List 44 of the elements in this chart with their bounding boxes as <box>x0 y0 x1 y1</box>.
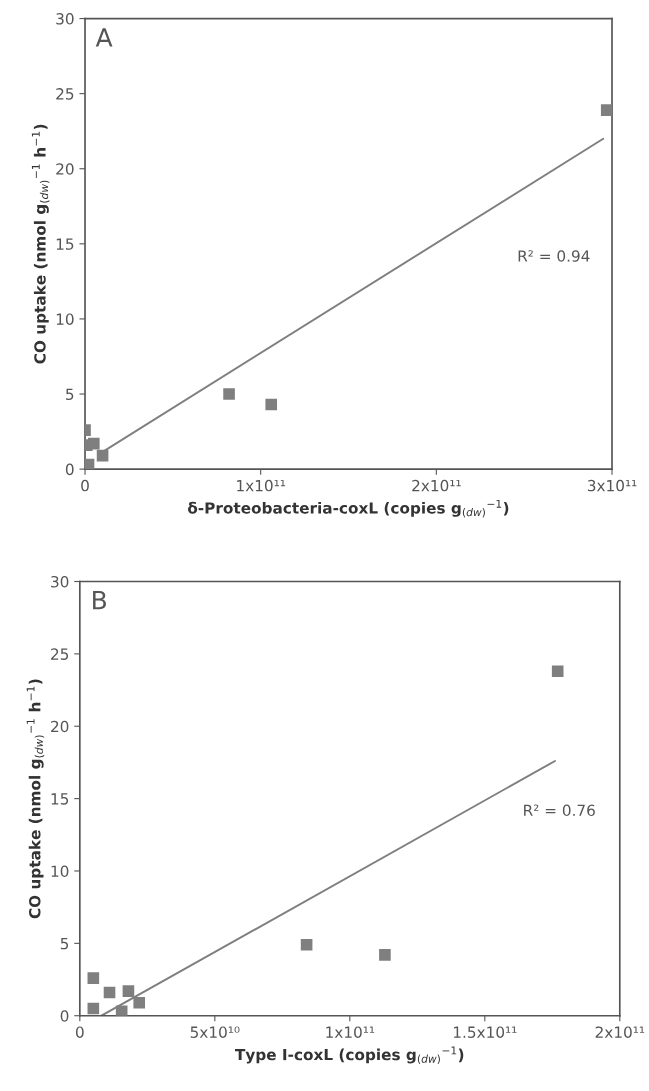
x-tick-label: 1.5x10¹¹ <box>453 1026 517 1038</box>
x-tick-label: 3x10¹¹ <box>587 479 637 492</box>
x-axis-title: δ-Proteobacteria-coxL (copies g$_{(dw)}$$^{−1}$) <box>188 499 509 518</box>
point <box>122 985 135 997</box>
y-tick-label: 0 <box>60 1010 69 1022</box>
x-tick-label: 1x10¹¹ <box>237 479 286 492</box>
annotation: R² = 0.76 <box>524 804 595 817</box>
point <box>265 398 278 411</box>
point <box>87 972 100 984</box>
y-tick-label: 25 <box>56 88 74 100</box>
y-tick-label: 15 <box>56 238 74 250</box>
y-tick-label: 20 <box>56 163 74 175</box>
y-tick-label: 30 <box>56 13 74 25</box>
point <box>96 449 109 462</box>
point <box>103 986 116 999</box>
x-tick-label: 5x10¹⁰ <box>190 1026 240 1038</box>
point <box>600 104 613 116</box>
point <box>379 949 391 961</box>
chart-title: B <box>93 590 107 610</box>
x-tick-label: 2x10¹¹ <box>412 479 461 492</box>
y-tick-label: 5 <box>66 388 74 401</box>
point <box>87 1002 100 1015</box>
annotation: R² = 0.94 <box>518 250 590 262</box>
point <box>300 938 313 951</box>
point <box>133 996 146 1009</box>
point <box>87 437 100 450</box>
chart-title: A <box>95 28 113 47</box>
y-tick-label: 25 <box>51 648 69 660</box>
point <box>551 665 564 678</box>
y-axis-title: CO uptake (nmol g$_{(dw)}$$^{−1}$ h$^{−1}$) <box>31 124 50 364</box>
y-axis-title: CO uptake (nmol g$_{(dw)}$$^{−1}$ h$^{−1}$) <box>26 679 45 919</box>
y-tick-label: 0 <box>65 463 74 476</box>
x-tick-label: 2x10¹¹ <box>595 1026 645 1038</box>
x-tick-label: 0 <box>81 479 89 492</box>
y-tick-label: 20 <box>51 720 69 733</box>
y-tick-label: 10 <box>56 313 74 325</box>
y-tick-label: 10 <box>51 865 69 877</box>
point <box>223 388 235 400</box>
y-tick-label: 5 <box>60 938 69 950</box>
y-tick-label: 15 <box>51 793 69 805</box>
x-tick-label: 1x10¹¹ <box>326 1026 375 1038</box>
x-axis-title: Type I-coxL (copies g$_{(dw)}$$^{−1}$) <box>235 1046 464 1065</box>
y-tick-label: 30 <box>51 575 69 588</box>
x-tick-label: 0 <box>75 1026 84 1038</box>
